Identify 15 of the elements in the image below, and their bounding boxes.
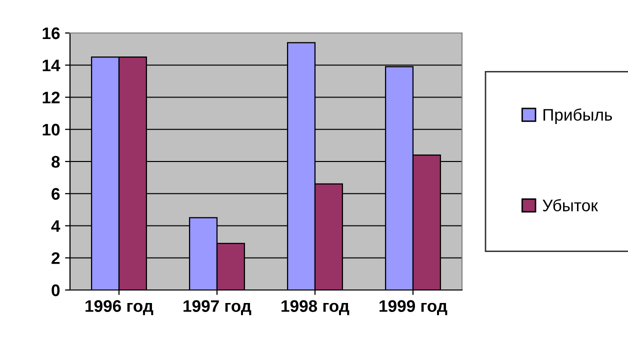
x-tick-label: 1998 год: [282, 300, 350, 316]
y-tick-label: 10: [42, 124, 60, 136]
y-tick-label: 4: [51, 220, 60, 232]
x-tick-label: 1996 год: [86, 300, 154, 316]
y-tick-label: 14: [42, 60, 60, 72]
y-tick-label: 0: [52, 284, 60, 296]
y-tick-label: 16: [42, 27, 60, 40]
y-tick-label: 6: [52, 188, 60, 200]
y-tick-label: 8: [52, 156, 60, 168]
y-tick-label: 2: [52, 252, 60, 264]
x-tick-label: 1999 год: [380, 300, 448, 316]
legend-label: Прибыль: [544, 108, 612, 124]
legend-label: Убыток: [542, 198, 598, 212]
y-tick-label: 12: [42, 92, 60, 104]
x-tick-label: 1997 год: [184, 300, 252, 316]
